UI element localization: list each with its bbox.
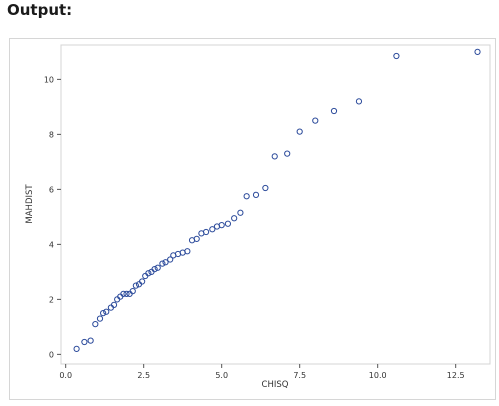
x-tick-label: 12.5 [447,371,465,380]
data-point [252,191,260,198]
y-tick-label: 0 [49,350,54,359]
data-point [162,259,169,266]
plot-area [60,44,491,365]
data-point [218,222,225,229]
y-tick-label: 6 [49,185,54,194]
data-point [355,98,363,105]
data-point [132,282,139,289]
data-point [296,128,303,135]
scatter-plot: 0.0 2.5 5.0 7.5 10.0 12.5 0 2 4 6 8 10 CHISQ MAHDI… [25,44,491,390]
output-heading: Output: [7,1,73,19]
data-point [393,52,400,60]
data-point [167,256,174,263]
data-point [87,337,94,344]
data-point [151,266,158,273]
data-points [73,48,481,352]
data-point [129,288,136,295]
x-tick-label: 10.0 [369,371,387,380]
data-point [145,270,152,277]
data-point [262,184,269,192]
data-point [100,310,107,317]
data-point [193,235,200,242]
x-tick-label: 5.0 [215,371,228,380]
data-point [120,290,127,297]
y-tick-label: 4 [49,240,54,249]
chart-frame: 0.0 2.5 5.0 7.5 10.0 12.5 0 2 4 6 8 10 CHISQ MAHDI… [9,38,496,400]
data-point [159,260,166,267]
data-point [103,308,110,315]
data-point [123,290,130,297]
data-point [474,48,481,55]
y-axis-title: MAHDIST [25,184,35,224]
data-point [92,321,99,328]
x-axis-title: CHISQ [262,380,289,390]
y-axis-ticks: 0 2 4 6 8 10 [44,75,61,359]
data-point [81,338,88,346]
y-tick-label: 10 [44,75,54,84]
data-point [243,193,250,200]
data-point [154,264,161,271]
x-tick-label: 7.5 [293,371,306,380]
data-point [237,209,244,216]
data-point [330,107,338,115]
x-tick-label: 2.5 [137,371,150,380]
x-axis-ticks: 0.0 2.5 5.0 7.5 10.0 12.5 [59,364,465,380]
data-point [96,315,104,322]
data-point [184,248,191,255]
data-point [224,220,232,227]
data-point [73,345,80,352]
data-point [271,153,278,160]
data-point [284,150,291,157]
data-point [202,228,210,236]
y-tick-label: 8 [49,130,54,139]
data-point [231,215,238,222]
data-point [110,301,118,308]
x-tick-label: 0.0 [59,371,72,380]
data-point [312,117,319,124]
data-point [139,278,146,285]
y-tick-label: 2 [49,295,54,304]
data-point [209,226,216,233]
